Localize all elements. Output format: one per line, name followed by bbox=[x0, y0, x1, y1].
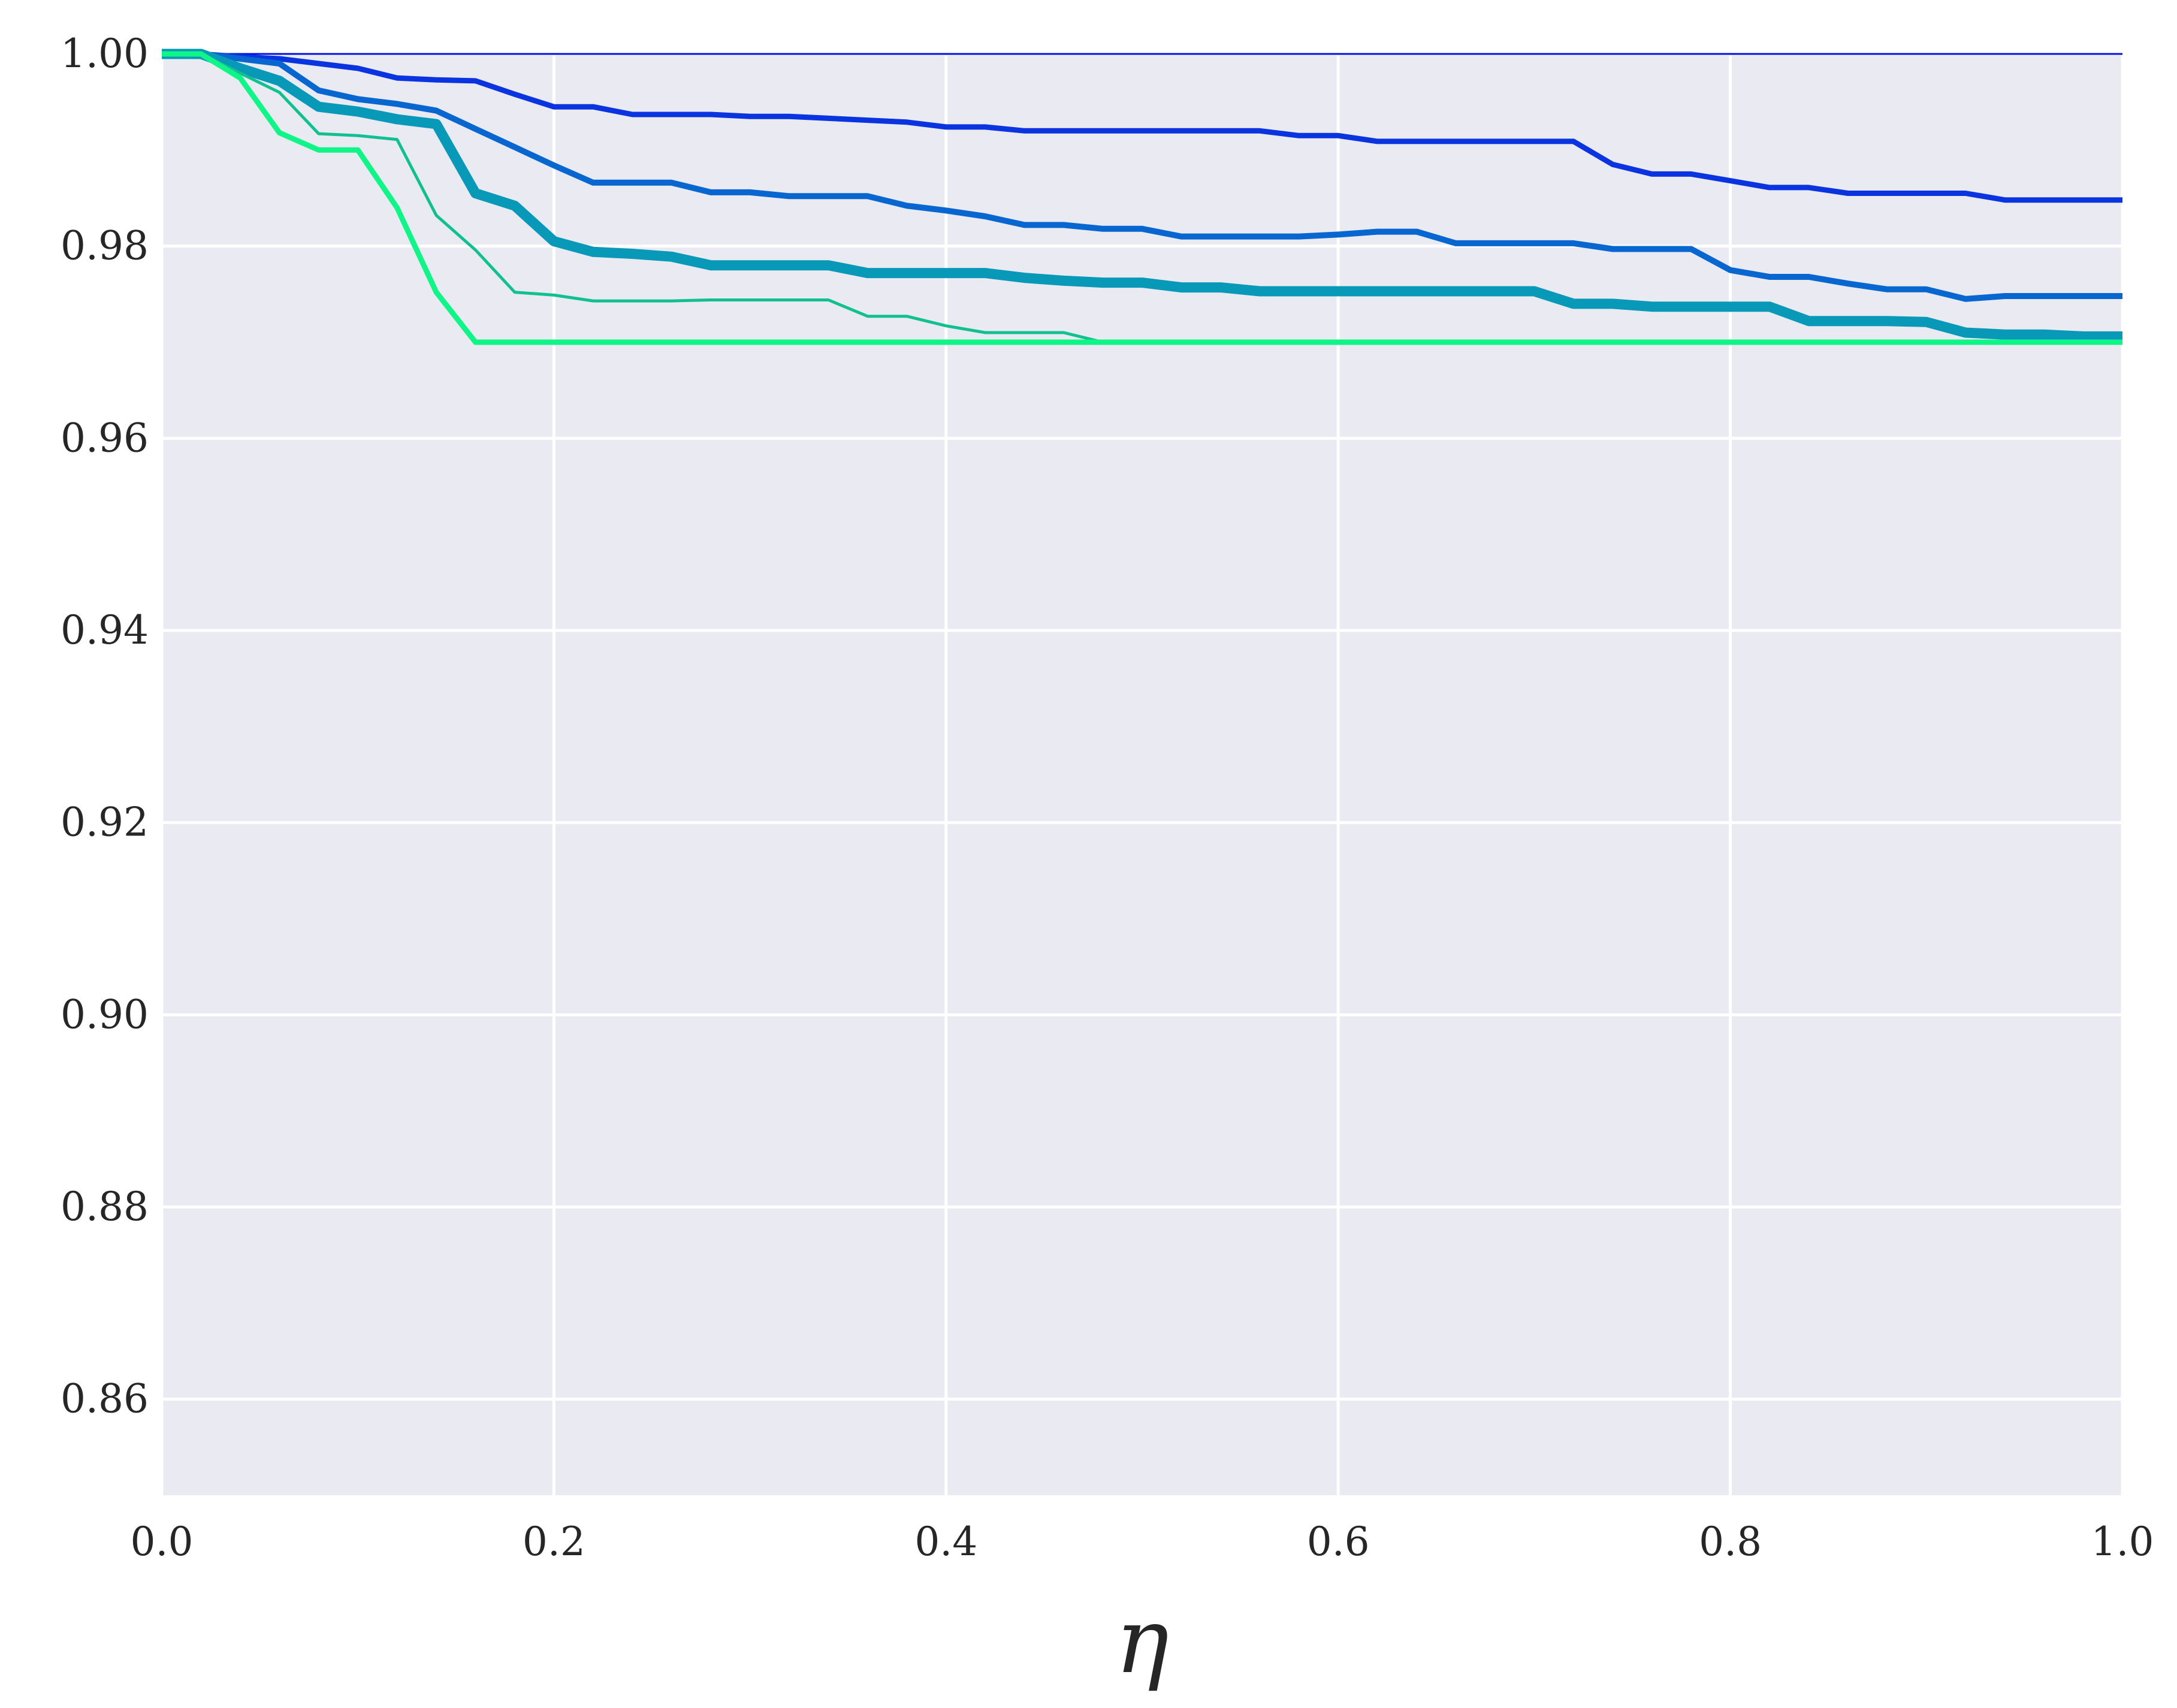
series-lines bbox=[162, 49, 2122, 345]
y-tick-label: 1.00 bbox=[61, 31, 149, 77]
y-tick-labels: 0.86 0.88 0.90 0.92 0.94 0.96 0.98 1.00 bbox=[61, 31, 149, 1422]
plot-background bbox=[162, 54, 2122, 1495]
y-tick-label: 0.94 bbox=[61, 607, 149, 653]
series-line-4 bbox=[162, 49, 2122, 342]
y-tick-label: 0.86 bbox=[61, 1376, 149, 1422]
series-line-2 bbox=[162, 51, 2122, 203]
y-tick-label: 0.88 bbox=[61, 1184, 149, 1230]
y-tick-label: 0.92 bbox=[61, 799, 149, 846]
x-tick-label: 0.0 bbox=[131, 1519, 194, 1565]
x-tick-label: 0.4 bbox=[914, 1519, 977, 1565]
x-tick-label: 0.6 bbox=[1307, 1519, 1370, 1565]
series-line-3 bbox=[162, 51, 2122, 302]
x-tick-label: 0.8 bbox=[1699, 1519, 1762, 1565]
x-tick-label: 1.0 bbox=[2091, 1519, 2154, 1565]
y-tick-label: 0.96 bbox=[61, 415, 149, 461]
y-tick-label: 0.98 bbox=[61, 223, 149, 269]
y-tick-label: 0.90 bbox=[61, 991, 149, 1037]
x-tick-label: 0.2 bbox=[523, 1519, 585, 1565]
x-tick-labels: 0.0 0.2 0.4 0.6 0.8 1.0 bbox=[131, 1519, 2154, 1565]
x-axis-label: η bbox=[1115, 1589, 1169, 1694]
series-line-6 bbox=[162, 51, 2122, 345]
